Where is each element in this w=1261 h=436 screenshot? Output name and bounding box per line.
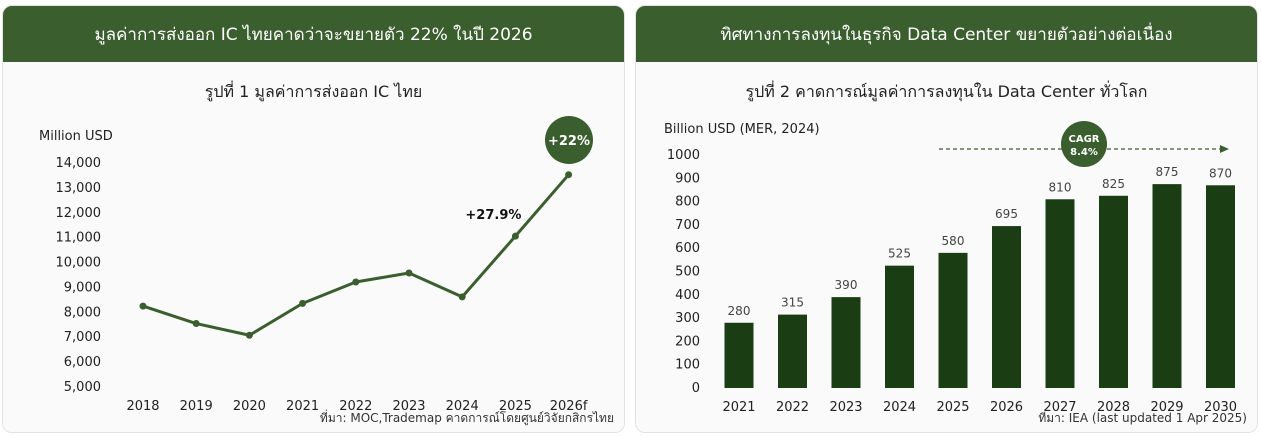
cagr-badge [1061,121,1107,167]
bar-value-label: 525 [888,247,911,261]
y-tick-label: 7,000 [64,330,101,345]
y-tick-label: 12,000 [56,206,102,221]
line-chart-title: รูปที่ 1 มูลค่าการส่งออก IC ไทย [204,82,423,101]
bar [938,252,968,388]
x-tick-label: 2027 [1043,400,1076,415]
y-tick-label: 11,000 [56,231,102,246]
bar [831,297,861,388]
y-tick-label: 0 [692,381,700,396]
right-chart-panel: ทิศทางการลงทุนในธุรกิจ Data Center ขยายต… [635,5,1258,433]
data-point [565,171,573,179]
y-tick-label: 700 [675,218,700,233]
y-tick-label: 600 [675,241,700,256]
bar-value-label: 810 [1049,180,1072,194]
y-tick-label: 200 [675,334,700,349]
x-tick-label: 2026 [990,400,1023,415]
cagr-badge-value: 8.4% [1070,147,1098,158]
bar-value-label: 580 [942,234,965,248]
y-tick-label: 6,000 [64,355,101,370]
y-tick-label: 400 [675,288,700,303]
left-panel-header: มูลค่าการส่งออก IC ไทยคาดว่าจะขยายตัว 22… [3,6,624,62]
bar-value-label: 875 [1156,165,1179,179]
right-panel-body: รูปที่ 2 คาดการณ์มูลค่าการลงทุนใน Data C… [636,62,1257,432]
bar-value-label: 825 [1102,177,1125,191]
y-tick-label: 13,000 [56,181,102,196]
data-point [299,299,307,307]
bar [1045,199,1075,388]
bar-chart: Billion USD (MER, 2024) 0 100 200 300 400 500 6… [664,121,1237,415]
x-tick-label: 2022 [776,400,809,415]
data-point [192,320,200,328]
left-source-note: ที่มา: MOC,Trademap คาดการณ์โดยศูนย์วิจั… [319,411,614,425]
y-tick-label: 300 [675,311,700,326]
bar [885,265,914,388]
y-tick-label: 10,000 [56,256,102,271]
y-tick-label: 800 [675,195,700,210]
x-tick-label: 2022 [339,399,372,414]
x-tick-label: 2019 [180,399,213,414]
y-tick-label: 900 [675,171,700,186]
bar [1152,184,1182,388]
x-tick-label: 2030 [1204,400,1237,415]
x-tick-label: 2023 [392,399,425,414]
bar-value-label: 315 [781,296,804,310]
left-panel-body: รูปที่ 1 มูลค่าการส่งออก IC ไทย Million … [3,62,624,432]
x-tick-label: 2028 [1097,400,1130,415]
bar [1099,195,1128,388]
y-axis-label: Million USD [39,129,113,144]
bar-value-label: 695 [995,207,1018,221]
y-tick-label: 100 [675,358,700,373]
data-point [405,269,413,277]
x-tick-label: 2025 [936,400,969,415]
bar [1206,185,1235,388]
right-panel-header: ทิศทางการลงทุนในธุรกิจ Data Center ขยายต… [636,6,1257,62]
y-axis-label: Billion USD (MER, 2024) [664,122,820,137]
x-tick-label: 2021 [286,399,319,414]
cagr-badge-title: CAGR [1069,134,1100,145]
x-tick-label: 2025 [499,399,532,414]
data-point [352,278,360,286]
left-chart-panel: มูลค่าการส่งออก IC ไทยคาดว่าจะขยายตัว 22… [2,5,625,433]
bar [992,226,1021,388]
y-tick-label: 500 [675,265,700,280]
bar-value-label: 280 [728,304,751,318]
x-tick-label: 2018 [126,399,159,414]
bar [724,322,754,388]
y-tick-label: 9,000 [64,280,101,295]
x-tick-label: 2024 [446,399,479,414]
trend-arrow-head [1220,145,1229,153]
y-tick-label: 1000 [667,148,700,163]
x-tick-label: 2024 [883,400,916,415]
bar-value-label: 870 [1209,166,1232,180]
y-tick-label: 8,000 [64,305,101,320]
data-point [458,293,466,301]
line-chart: Million USD 5,000 6,000 7,000 8,000 9,000 10,0… [39,116,593,414]
bar [778,314,807,388]
data-point [245,331,253,339]
y-tick-label: 5,000 [64,380,101,395]
x-tick-label: 2021 [722,400,755,415]
x-tick-label: 2029 [1150,400,1183,415]
data-point [511,232,519,240]
bar-value-label: 390 [835,278,858,292]
growth-badge-label: +22% [548,134,590,149]
x-tick-label: 2026f [550,399,588,414]
growth-annotation: +27.9% [465,208,521,223]
y-tick-label: 14,000 [56,156,102,171]
growth-badge [545,116,593,164]
x-tick-label: 2020 [233,399,266,414]
right-source-note: ที่มา: IEA (last updated 1 Apr 2025) [1038,411,1247,425]
data-point [139,302,147,310]
bar-chart-title: รูปที่ 2 คาดการณ์มูลค่าการลงทุนใน Data C… [745,82,1148,101]
series-line [142,173,570,337]
x-tick-label: 2023 [829,400,862,415]
